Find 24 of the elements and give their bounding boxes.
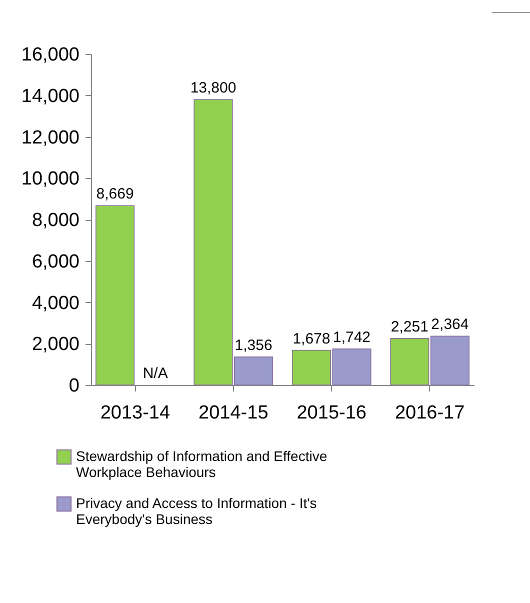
y-tick-label: 0 <box>68 376 80 396</box>
text: N/A <box>142 365 168 382</box>
y-tick-label: 2,000 <box>32 334 80 356</box>
legend-label: Privacy and Access to Information - It's Everybody's Business <box>76 495 317 527</box>
bar <box>96 205 135 386</box>
y-tick-label: 8,000 <box>32 210 80 231</box>
y-tick-label: 6,000 <box>32 251 80 272</box>
x-tick-label: 2013-14 <box>100 402 170 424</box>
y-tick-label: 14,000 <box>21 86 80 107</box>
data-label: 8,669 <box>96 186 134 203</box>
x-tick-label: 2016-17 <box>394 402 465 424</box>
y-tick-label: 16,000 <box>21 44 80 66</box>
x-tick-label: 2014-15 <box>198 402 268 424</box>
legend-label: Stewardship of Information and Effective Workplace Behaviours <box>76 448 328 480</box>
data-label: 1,356 <box>234 336 272 354</box>
data-label: 2,251 <box>390 318 428 336</box>
data-label: 1,678 <box>292 330 330 348</box>
y-tick-label: 10,000 <box>21 168 80 190</box>
data-label: 13,800 <box>190 80 236 97</box>
data-label: 1,742 <box>332 328 371 346</box>
data-label: 2,364 <box>431 316 469 334</box>
y-tick-label: 12,000 <box>21 127 80 148</box>
y-tick-label: 4,000 <box>32 292 80 314</box>
x-tick-label: 2015-16 <box>296 402 366 424</box>
